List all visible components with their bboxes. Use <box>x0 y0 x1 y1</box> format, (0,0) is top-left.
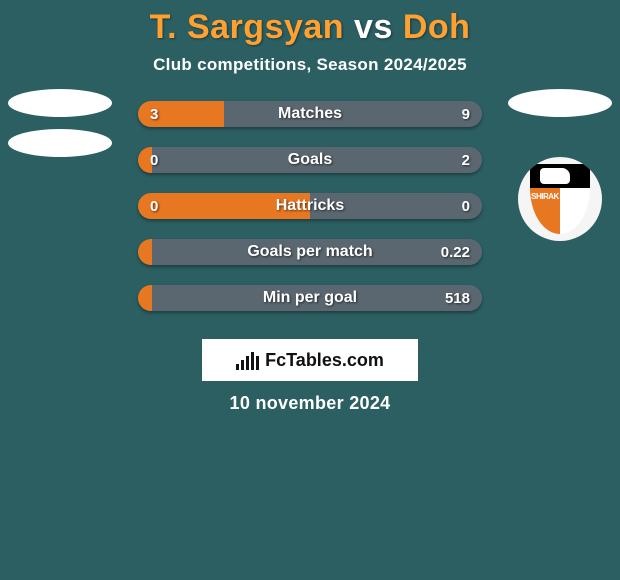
right-badges: SHIRAK <box>508 89 612 241</box>
bar-left-fill <box>138 101 224 127</box>
player1-name: T. Sargsyan <box>150 8 344 46</box>
player2-badge-1 <box>508 89 612 117</box>
stat-bars: Matches39 Goals02 Hattricks00 Goals per mat… <box>138 101 482 311</box>
bar-chart-icon <box>236 350 259 370</box>
bar-right-fill <box>152 147 482 173</box>
left-badges <box>8 89 112 157</box>
stat-bar: Hattricks00 <box>138 193 482 219</box>
stat-bar: Matches39 <box>138 101 482 127</box>
bar-right-fill <box>310 193 482 219</box>
bar-right-fill <box>152 239 482 265</box>
bar-left-fill <box>138 193 310 219</box>
fctables-text: FcTables.com <box>265 350 384 371</box>
club-badge-shirak: SHIRAK <box>518 157 602 241</box>
fctables-badge[interactable]: FcTables.com <box>202 339 418 381</box>
stat-bar: Goals02 <box>138 147 482 173</box>
bar-left-fill <box>138 239 152 265</box>
bar-right-fill <box>224 101 482 127</box>
date: 10 november 2024 <box>0 393 620 414</box>
stat-bar: Min per goal518 <box>138 285 482 311</box>
comparison-card: T. Sargsyan vs Doh Club competitions, Se… <box>0 0 620 580</box>
bar-left-fill <box>138 285 152 311</box>
subtitle: Club competitions, Season 2024/2025 <box>0 55 620 75</box>
shirak-shield-icon: SHIRAK <box>530 164 590 234</box>
stat-bar: Goals per match0.22 <box>138 239 482 265</box>
bar-right-fill <box>152 285 482 311</box>
bar-left-fill <box>138 147 152 173</box>
player1-badge-2 <box>8 129 112 157</box>
player2-name: Doh <box>403 8 471 46</box>
player1-badge-1 <box>8 89 112 117</box>
page-title: T. Sargsyan vs Doh <box>0 8 620 47</box>
shield-text: SHIRAK <box>530 192 560 201</box>
stats-area: SHIRAK Matches39 Goals02 Hattricks00 Goals … <box>0 101 620 311</box>
vs-text: vs <box>354 8 393 46</box>
